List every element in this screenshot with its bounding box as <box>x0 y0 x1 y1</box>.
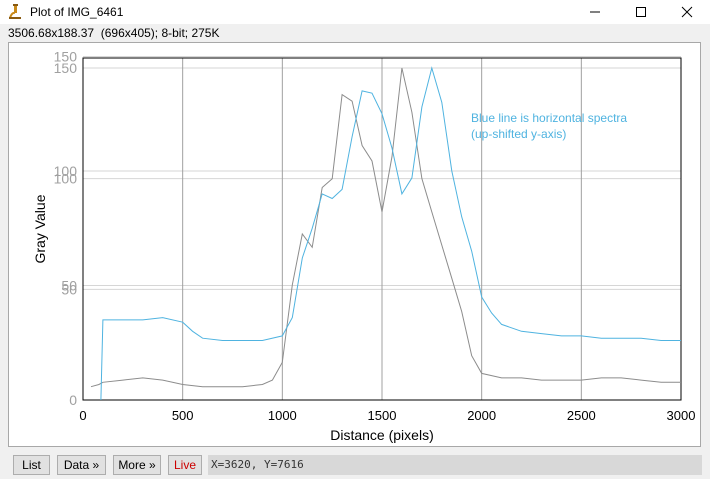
maximize-icon <box>636 7 646 17</box>
y-tick-label: 0 <box>69 392 77 408</box>
x-tick-label: 1000 <box>268 408 297 423</box>
y-tick-label: 100 <box>54 163 78 179</box>
x-tick-label: 0 <box>79 408 86 423</box>
y-tick-label: 150 <box>54 60 78 76</box>
plot-area[interactable]: 0 50 100 150 50 100 150 0 500 1000 1500 2000 2500 300… <box>8 42 701 447</box>
live-button[interactable]: Live <box>168 455 202 475</box>
blue-spectrum-line <box>100 66 681 401</box>
y-axis-label: Gray Value <box>32 194 48 263</box>
gray-profile-line <box>90 67 681 388</box>
x-tick-label: 2000 <box>467 408 496 423</box>
x-tick-label: 2500 <box>567 408 596 423</box>
annotation-text: Blue line is horizontal spectra <box>471 111 627 125</box>
close-icon <box>681 6 693 18</box>
plot-border <box>82 57 682 401</box>
annotation-text: (up-shifted y-axis) <box>471 127 566 141</box>
y-tick-label: 100 <box>54 171 78 187</box>
minimize-button[interactable] <box>572 0 618 24</box>
x-tick-label: 3000 <box>667 408 696 423</box>
window-title: Plot of IMG_6461 <box>30 5 124 19</box>
image-info: 3506.68x188.37 (696x405); 8-bit; 275K <box>0 24 710 42</box>
title-bar[interactable]: Plot of IMG_6461 <box>0 0 710 24</box>
x-axis-label: Distance (pixels) <box>330 427 433 443</box>
maximize-button[interactable] <box>618 0 664 24</box>
y-tick-label: 150 <box>54 49 78 65</box>
plot-toolbar: List Data » More » Live X=3620, Y=7616 <box>0 449 710 479</box>
data-button[interactable]: Data » <box>57 455 106 475</box>
y-tick-label: 50 <box>61 281 77 297</box>
x-tick-label: 500 <box>172 408 194 423</box>
x-tick-label: 1500 <box>368 408 397 423</box>
minimize-icon <box>590 11 600 13</box>
more-button[interactable]: More » <box>113 455 161 475</box>
y-tick-label: 50 <box>61 278 77 294</box>
microscope-icon <box>8 4 22 20</box>
close-button[interactable] <box>664 0 710 24</box>
coordinates-readout: X=3620, Y=7616 <box>208 455 702 475</box>
list-button[interactable]: List <box>13 455 50 475</box>
